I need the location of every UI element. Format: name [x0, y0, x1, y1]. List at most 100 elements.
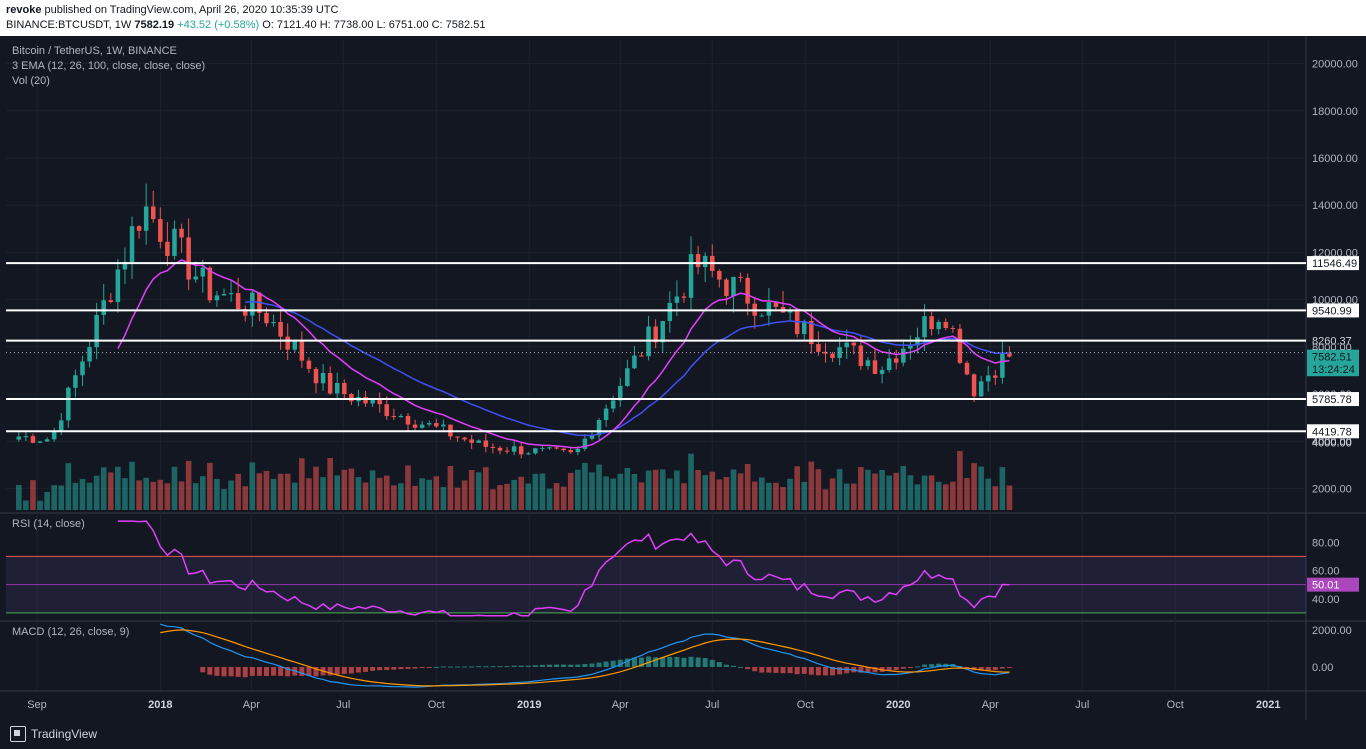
volume-bar	[688, 453, 694, 510]
candle-body	[518, 446, 524, 455]
volume-bar	[610, 478, 616, 510]
rsi-value-tag: 50.01	[1312, 580, 1340, 592]
macd-histogram-bar	[228, 667, 234, 677]
candle-body	[632, 355, 637, 369]
candle-body	[971, 374, 977, 397]
volume-bar	[115, 466, 121, 510]
author-name[interactable]: revoke	[6, 4, 42, 16]
volume-bar	[16, 485, 22, 510]
candle-body	[101, 300, 106, 315]
volume-bar	[23, 500, 29, 510]
ema-legend[interactable]: 3 EMA (12, 26, 100, close, close, close)	[12, 60, 206, 72]
volume-bar	[65, 463, 72, 510]
macd-histogram-bar	[412, 667, 418, 669]
x-tick-label: Apr	[243, 699, 260, 711]
volume-bar	[348, 468, 355, 510]
rsi-panel	[6, 514, 1306, 620]
volume-bar	[263, 470, 270, 510]
volume-bar	[652, 469, 659, 510]
candle-body	[44, 439, 50, 442]
macd-histogram-bar	[858, 667, 864, 673]
macd-histogram-bar	[688, 656, 694, 667]
volume-bar	[617, 473, 624, 510]
macd-histogram-bar	[341, 667, 347, 674]
candle-body	[893, 358, 899, 363]
x-tick-label: Oct	[1167, 699, 1184, 711]
volume-bar	[865, 469, 871, 510]
macd-histogram-bar	[914, 666, 920, 668]
volume-bar	[291, 482, 298, 510]
candle-body	[80, 361, 85, 376]
candle-body	[59, 420, 64, 432]
macd-histogram-bar	[596, 662, 602, 667]
volume-bar	[341, 469, 348, 510]
volume-bar	[596, 464, 602, 510]
volume-bar	[709, 471, 716, 510]
macd-histogram-bar	[893, 667, 899, 671]
candle-body	[653, 326, 658, 343]
candle-body	[200, 267, 206, 277]
macd-histogram-bar	[936, 663, 942, 667]
candle-body	[165, 241, 170, 256]
macd-legend[interactable]: MACD (12, 26, close, 9)	[12, 626, 130, 638]
volume-bar	[751, 481, 758, 510]
candle-body	[603, 408, 609, 421]
macd-histogram-bar	[872, 667, 878, 673]
macd-histogram-bar	[582, 664, 588, 667]
candle-body	[455, 436, 460, 438]
candle-body	[278, 321, 283, 337]
candle-body	[377, 399, 382, 405]
macd-histogram-bar	[752, 667, 758, 672]
macd-histogram-bar	[334, 667, 340, 675]
price-panel	[6, 40, 1306, 512]
volume-bar	[72, 482, 79, 510]
candle-body	[660, 321, 665, 343]
rsi-legend[interactable]: RSI (14, close)	[12, 518, 85, 530]
volume-legend[interactable]: Vol (20)	[12, 75, 50, 87]
volume-bar	[44, 491, 50, 510]
candle-body	[802, 320, 807, 335]
volume-bar	[143, 477, 149, 510]
candle-body	[745, 277, 750, 304]
candle-body	[837, 347, 842, 359]
candle-body	[434, 423, 439, 427]
macd-histogram-bar	[674, 657, 680, 667]
macd-histogram-bar	[490, 666, 496, 668]
volume-bar	[327, 458, 333, 510]
candle-body	[823, 351, 828, 354]
macd-histogram-bar	[568, 664, 574, 667]
x-tick-label: Oct	[428, 699, 445, 711]
macd-histogram-bar	[794, 667, 800, 675]
chart-canvas[interactable]: Sep 2018 Apr Jul Oct 2019 Apr Jul Oct 2020 Apr Jul O…	[0, 36, 1366, 720]
candle-body	[858, 345, 864, 367]
macd-histogram-bar	[589, 663, 595, 667]
macd-histogram-bar	[256, 667, 262, 676]
x-tick-label: 2021	[1256, 699, 1280, 711]
volume-bar	[539, 473, 546, 510]
x-tick-label: Sep	[27, 699, 47, 711]
volume-bar	[171, 466, 178, 510]
macd-histogram-bar	[497, 666, 503, 668]
candle-body	[872, 360, 878, 374]
candle-body	[610, 400, 616, 409]
macd-histogram-bar	[922, 664, 928, 667]
macd-histogram-bar	[355, 667, 361, 673]
volume-bar	[468, 470, 475, 510]
tradingview-logo[interactable]: TradingView	[10, 726, 97, 742]
macd-histogram-bar	[999, 667, 1005, 669]
volume-bar	[490, 489, 496, 510]
volume-bar	[355, 477, 362, 510]
candle-body	[129, 226, 135, 262]
macd-histogram-bar	[377, 667, 383, 671]
macd-histogram-bar	[483, 666, 489, 668]
candle-body	[1000, 352, 1005, 378]
candle-body	[441, 424, 446, 427]
y-tick-label: 16000.00	[1312, 153, 1358, 165]
volume-bar	[525, 483, 532, 510]
volume-bar	[426, 479, 433, 510]
macd-histogram-bar	[207, 667, 213, 675]
candle-body	[37, 441, 43, 443]
candle-body	[186, 237, 191, 280]
candle-body	[349, 394, 354, 402]
candle-body	[405, 415, 411, 425]
